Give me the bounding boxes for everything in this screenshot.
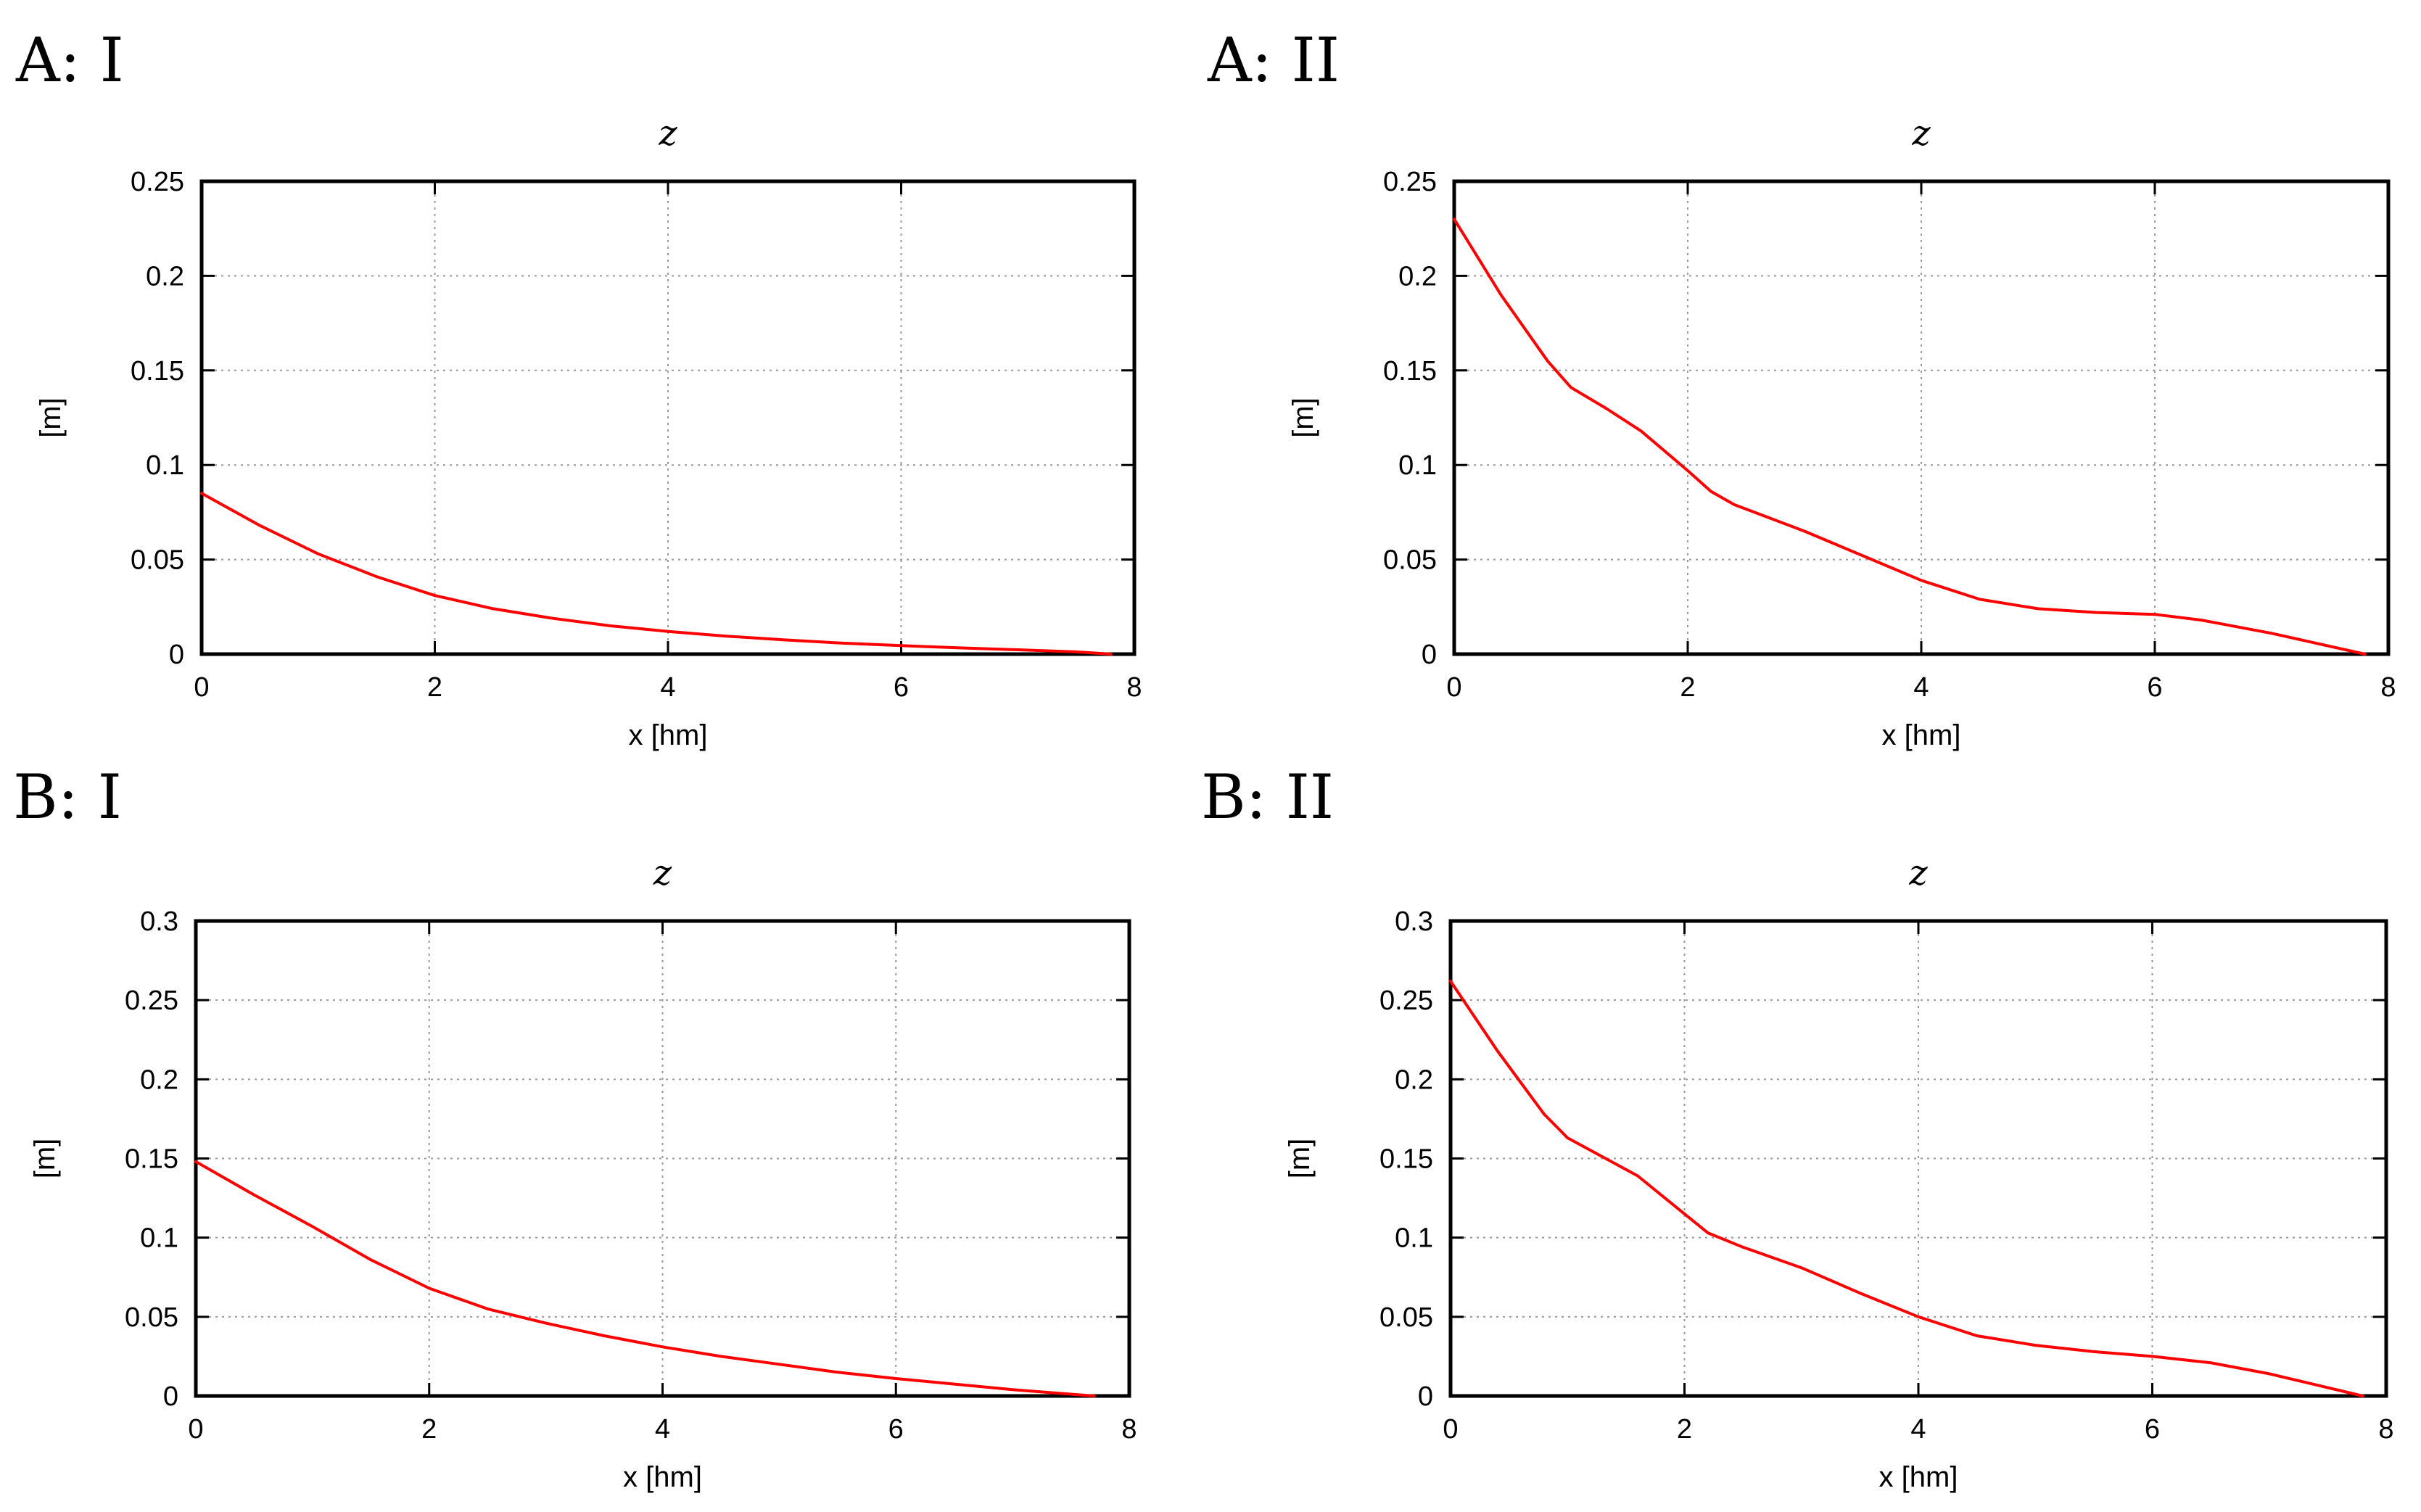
x-axis-label: x [hm] [623, 1461, 702, 1493]
plot-frame [194, 919, 1131, 1398]
y-tick-label: 0.05 [1383, 545, 1437, 576]
y-tick-label: 0.3 [140, 906, 178, 937]
y-tick-label: 0.25 [131, 167, 184, 197]
plot-frame [199, 179, 1137, 656]
plot-frame [1448, 919, 2388, 1398]
x-tick-label: 6 [894, 672, 909, 703]
x-tick-label: 6 [2147, 672, 2162, 703]
x-axis-label: x [hm] [1879, 1461, 1958, 1493]
y-tick-label: 0.15 [1383, 356, 1437, 387]
y-tick-label: 0.2 [140, 1065, 178, 1095]
y-tick-label: 0.25 [1383, 167, 1437, 197]
x-tick-label: 8 [2380, 672, 2396, 703]
chart-panel-2: A: II z 0 2 4 6 8 0 0.05 0.1 0.15 0.2 0.25 x [hm] [m] [1207, 25, 2396, 751]
y-tick-label: 0.15 [1379, 1144, 1433, 1175]
chart-title: z [653, 853, 672, 893]
chart-panel-4: B: II z 0 2 4 6 8 0 0.05 0.1 0.15 0.2 0.25 0.3 x [hm] [… [1201, 761, 2394, 1493]
plot-frame [1452, 179, 2391, 656]
y-tick-label: 0.2 [146, 261, 184, 292]
y-axis-label: [m] [35, 397, 67, 438]
y-tick-label: 0.15 [131, 356, 184, 387]
x-tick-label: 2 [421, 1414, 437, 1445]
x-tick-label: 8 [1126, 672, 1142, 703]
y-tick-label: 0.2 [1398, 261, 1437, 292]
series-line-1 [200, 492, 1113, 656]
y-tick-label: 0.1 [1398, 450, 1437, 481]
series-line-1 [1453, 218, 2367, 656]
x-tick-label: 4 [655, 1414, 670, 1445]
y-tick-label: 0.25 [1379, 986, 1433, 1016]
y-tick-label: 0 [1418, 1381, 1433, 1412]
chart-title: z [1911, 113, 1931, 154]
x-tick-label: 8 [1121, 1414, 1137, 1445]
x-axis-label: x [hm] [629, 719, 708, 751]
panel-label: B: I [13, 761, 122, 833]
chart-panel-1: A: I z 0 2 4 6 8 0 0.05 0.1 0.15 0.2 0.25 x [hm] [m] [15, 25, 1142, 751]
x-tick-label: 0 [1446, 672, 1461, 703]
y-tick-label: 0.1 [1395, 1223, 1433, 1254]
chart-title: z [1908, 853, 1928, 893]
y-tick-label: 0.1 [146, 450, 184, 481]
x-tick-label: 6 [2145, 1414, 2160, 1445]
panel-label: A: II [1207, 25, 1340, 96]
x-tick-label: 2 [1677, 1414, 1692, 1445]
panel-label: A: I [15, 25, 124, 96]
x-tick-label: 2 [1680, 672, 1695, 703]
y-tick-label: 0 [163, 1381, 178, 1412]
y-axis-label: [m] [1284, 1139, 1316, 1179]
y-tick-label: 0.05 [131, 545, 184, 576]
x-axis-label: x [hm] [1882, 719, 1961, 751]
y-tick-label: 0.1 [140, 1223, 178, 1254]
y-tick-label: 0.25 [125, 986, 178, 1016]
x-tick-label: 4 [1910, 1414, 1926, 1445]
y-tick-label: 0.05 [1379, 1302, 1433, 1333]
y-axis-label: [m] [29, 1139, 61, 1179]
y-tick-label: 0.05 [125, 1302, 178, 1333]
y-tick-label: 0.3 [1395, 906, 1433, 937]
x-tick-label: 6 [888, 1414, 904, 1445]
x-tick-label: 4 [660, 672, 675, 703]
chart-title: z [658, 113, 677, 154]
series-line-1 [194, 1160, 1096, 1397]
x-tick-label: 4 [1913, 672, 1929, 703]
y-tick-label: 0 [169, 640, 184, 670]
y-tick-label: 0.15 [125, 1144, 178, 1175]
y-axis-label: [m] [1287, 397, 1319, 438]
x-tick-label: 8 [2378, 1414, 2393, 1445]
y-tick-label: 0.2 [1395, 1065, 1433, 1095]
x-tick-label: 2 [427, 672, 442, 703]
x-tick-label: 0 [188, 1414, 203, 1445]
chart-panel-3: B: I z 0 2 4 6 8 0 0.05 0.1 0.15 0.2 0.25 0.3 x [hm] [m… [13, 761, 1137, 1493]
y-tick-label: 0 [1422, 640, 1437, 670]
x-tick-label: 0 [194, 672, 209, 703]
panel-label: B: II [1201, 761, 1334, 833]
x-tick-label: 0 [1443, 1414, 1458, 1445]
series-line-1 [1449, 980, 2364, 1397]
